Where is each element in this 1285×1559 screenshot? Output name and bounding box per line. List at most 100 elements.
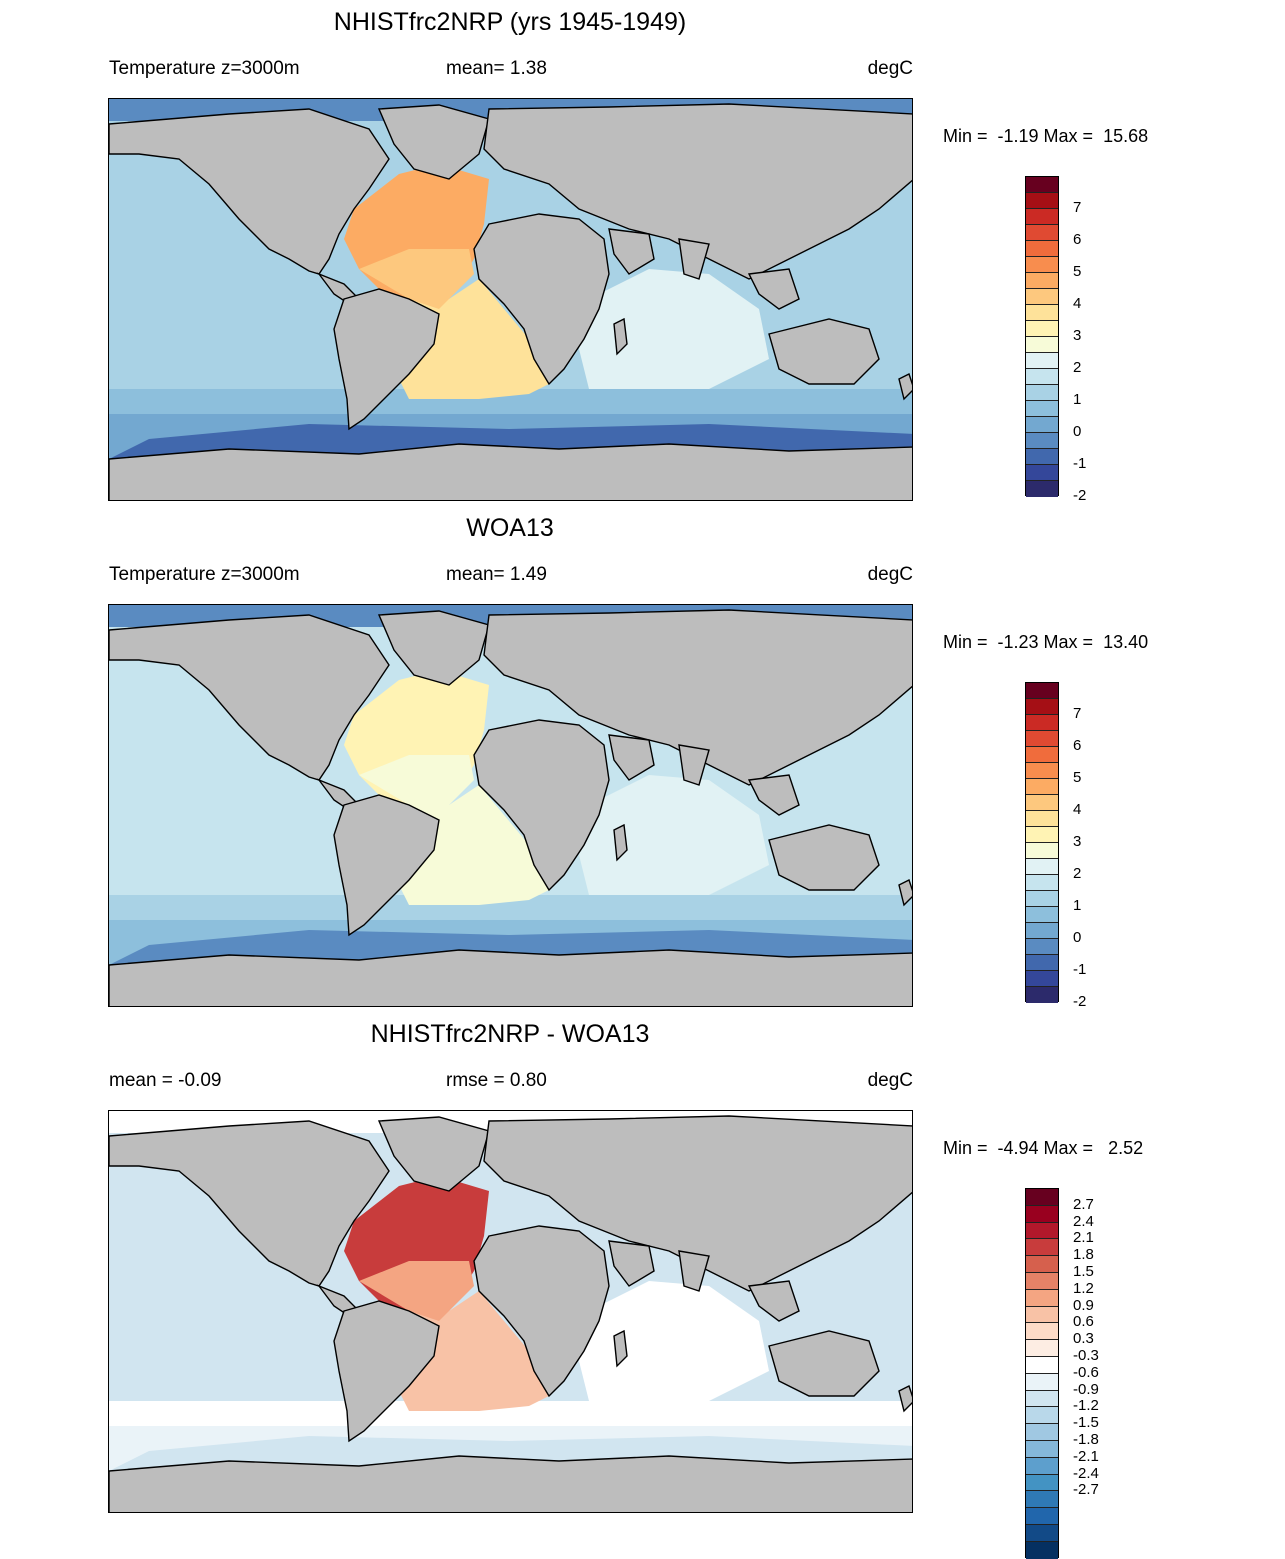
colorbar-tick-label: -1.5 xyxy=(1073,1414,1099,1432)
colorbar-segment xyxy=(1026,1356,1058,1374)
indian-ocean-field xyxy=(579,775,769,895)
colorbar-tick-label: 2 xyxy=(1073,865,1082,882)
colorbar-segment xyxy=(1026,971,1058,987)
world-map xyxy=(108,604,913,1007)
colorbar xyxy=(1025,176,1059,497)
landmass-northAmerica xyxy=(109,108,390,275)
colorbar-segment xyxy=(1026,1440,1058,1458)
colorbar-segment xyxy=(1026,257,1058,273)
colorbar-segment xyxy=(1026,289,1058,305)
colorbar-tick-label: 3 xyxy=(1073,327,1082,344)
colorbar-segment xyxy=(1026,433,1058,449)
colorbar-tick-label: -2.4 xyxy=(1073,1464,1099,1482)
panel-title: WOA13 xyxy=(466,514,554,542)
tropical-atlantic-field xyxy=(359,1261,474,1321)
units-label: degC xyxy=(867,58,913,79)
colorbar-segment xyxy=(1026,1508,1058,1525)
colorbar-tick-label: 5 xyxy=(1073,769,1082,786)
colorbar-tick-label: -0.9 xyxy=(1073,1380,1099,1398)
colorbar-tick-label: 7 xyxy=(1073,199,1082,216)
indian-ocean-field xyxy=(579,1281,769,1401)
colorbar-segment xyxy=(1026,1272,1058,1290)
colorbar-segment xyxy=(1026,1323,1058,1341)
landmass-africa xyxy=(473,1225,610,1398)
colorbar-segment xyxy=(1026,1424,1058,1441)
colorbar-tick-label: 1.5 xyxy=(1073,1263,1094,1280)
landmass-arabia xyxy=(608,1240,655,1287)
landmass-antarctica xyxy=(109,1455,912,1512)
world-map xyxy=(108,98,913,501)
landmass-india xyxy=(678,1250,710,1292)
colorbar-segment xyxy=(1026,321,1058,337)
colorbar-segment xyxy=(1026,1524,1058,1542)
colorbar-tick-label: 1.8 xyxy=(1073,1246,1094,1264)
colorbar-segment xyxy=(1026,907,1058,923)
colorbar-segment xyxy=(1026,955,1058,971)
variable-label: Temperature z=3000m xyxy=(109,564,300,585)
colorbar-segment xyxy=(1026,1239,1058,1257)
colorbar-segment xyxy=(1026,1189,1058,1206)
colorbar-segment xyxy=(1026,465,1058,481)
landmass-southAmerica xyxy=(333,794,440,937)
colorbar-segment xyxy=(1026,337,1058,353)
colorbar-segment xyxy=(1026,1222,1058,1240)
colorbar-tick-label: 0.3 xyxy=(1073,1330,1094,1348)
colorbar-segment xyxy=(1026,1373,1058,1391)
colorbar-segment xyxy=(1026,795,1058,811)
colorbar-segment xyxy=(1026,827,1058,843)
colorbar-segment xyxy=(1026,875,1058,891)
colorbar-segment xyxy=(1026,1491,1058,1509)
landmass-africa xyxy=(473,213,610,386)
colorbar-segment xyxy=(1026,939,1058,955)
landmass-australia xyxy=(768,824,880,891)
colorbar-tick-label: 5 xyxy=(1073,263,1082,280)
landmass-nz xyxy=(898,879,912,907)
colorbar-tick-label: 2.7 xyxy=(1073,1195,1094,1213)
colorbar-tick-label: -1 xyxy=(1073,961,1087,978)
landmass-greenland xyxy=(377,104,490,180)
landmass-madagascar xyxy=(613,823,628,862)
mean-label: mean= 1.38 xyxy=(446,58,547,79)
landmass-greenland xyxy=(377,610,490,686)
colorbar-segment xyxy=(1026,193,1058,209)
colorbar-segment xyxy=(1026,763,1058,779)
colorbar-segment xyxy=(1026,683,1058,699)
colorbar-tick-label: 0 xyxy=(1073,423,1082,440)
colorbar-segment xyxy=(1026,449,1058,465)
colorbar-segment xyxy=(1026,273,1058,289)
landmass-arabia xyxy=(608,734,655,781)
landmass-greenland xyxy=(377,1116,490,1192)
colorbar-segment xyxy=(1026,779,1058,795)
colorbar-segment xyxy=(1026,401,1058,417)
landmass-india xyxy=(678,238,710,280)
landmass-arabia xyxy=(608,228,655,275)
landmass-antarctica xyxy=(109,443,912,500)
min-max-label: Min = -4.94 Max = 2.52 xyxy=(943,1138,1144,1158)
panel-title: NHISTfrc2NRP (yrs 1945-1949) xyxy=(333,8,687,36)
colorbar-segment xyxy=(1026,177,1058,193)
colorbar-segment xyxy=(1026,1205,1058,1223)
mean-label: mean = -0.09 xyxy=(109,1070,222,1091)
mean-label: mean= 1.49 xyxy=(446,564,547,585)
landmass-antarctica xyxy=(109,949,912,1006)
landmass-southAmerica xyxy=(333,1300,440,1443)
colorbar-tick-label: 1.2 xyxy=(1073,1279,1094,1297)
colorbar-segment xyxy=(1026,209,1058,225)
colorbar-segment xyxy=(1026,987,1058,1003)
colorbar-tick-label: 1 xyxy=(1073,897,1082,914)
colorbar-segment xyxy=(1026,731,1058,747)
colorbar-tick-label: 7 xyxy=(1073,705,1082,722)
colorbar-segment xyxy=(1026,715,1058,731)
colorbar-tick-label: -0.3 xyxy=(1073,1347,1099,1364)
landmass-nz xyxy=(898,1385,912,1413)
world-map xyxy=(108,1110,913,1513)
landmass-seAsia xyxy=(747,268,800,310)
colorbar-segment xyxy=(1026,225,1058,241)
landmass-australia xyxy=(768,318,880,385)
panel-model: NHISTfrc2NRP (yrs 1945-1949) Temperature… xyxy=(0,0,1285,506)
colorbar-tick-label: -0.6 xyxy=(1073,1363,1099,1381)
units-label: degC xyxy=(867,1070,913,1091)
landmass-europeAsia xyxy=(483,609,912,786)
landmass-madagascar xyxy=(613,317,628,356)
colorbar-segment xyxy=(1026,859,1058,875)
